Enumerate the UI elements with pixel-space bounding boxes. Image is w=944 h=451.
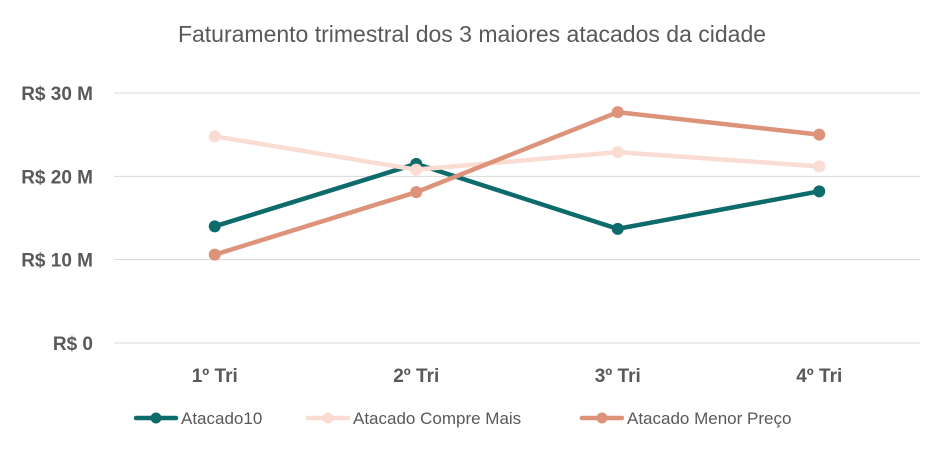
data-point — [813, 185, 826, 198]
data-point — [208, 248, 221, 261]
data-point — [208, 130, 221, 143]
data-point — [813, 128, 826, 141]
legend-swatch-marker — [322, 412, 334, 424]
y-tick-label: R$ 20 M — [21, 167, 93, 188]
series-0 — [208, 157, 826, 235]
legend-item: Atacado10 — [133, 409, 262, 428]
data-point — [611, 222, 624, 235]
x-tick-label: 2º Tri — [393, 366, 439, 387]
series-line — [212, 134, 822, 172]
legend: Atacado10 Atacado Compre Mais Atacado Meno… — [133, 409, 791, 428]
legend-label: Atacado10 — [181, 409, 262, 428]
legend-swatch-marker — [150, 412, 162, 424]
data-point — [813, 160, 826, 173]
legend-label: Atacado Compre Mais — [353, 409, 521, 428]
legend-label: Atacado Menor Preço — [627, 409, 791, 428]
series-2 — [208, 106, 826, 261]
x-tick-label: 1º Tri — [192, 366, 238, 387]
data-point — [410, 163, 423, 176]
y-tick-label: R$ 0 — [53, 334, 93, 355]
legend-item: Atacado Compre Mais — [305, 409, 521, 428]
legend-item: Atacado Menor Preço — [579, 409, 791, 428]
series-line — [212, 109, 822, 257]
data-point — [611, 146, 624, 159]
data-point — [208, 220, 221, 233]
data-point — [611, 106, 624, 119]
series-line — [212, 161, 822, 232]
gridlines — [114, 92, 920, 344]
y-axis-ticks: R$ 0 R$ 10 M R$ 20 M R$ 30 M — [21, 84, 93, 355]
chart-title: Faturamento trimestral dos 3 maiores ata… — [178, 21, 766, 47]
series-1 — [208, 130, 826, 176]
x-tick-label: 3º Tri — [595, 366, 641, 387]
data-point — [410, 186, 423, 199]
x-tick-label: 4º Tri — [796, 366, 842, 387]
x-axis-ticks: 1º Tri 2º Tri 3º Tri 4º Tri — [192, 366, 843, 387]
series-lines — [208, 106, 826, 261]
legend-swatch-marker — [596, 412, 608, 424]
y-tick-label: R$ 30 M — [21, 84, 93, 105]
y-tick-label: R$ 10 M — [21, 251, 93, 272]
